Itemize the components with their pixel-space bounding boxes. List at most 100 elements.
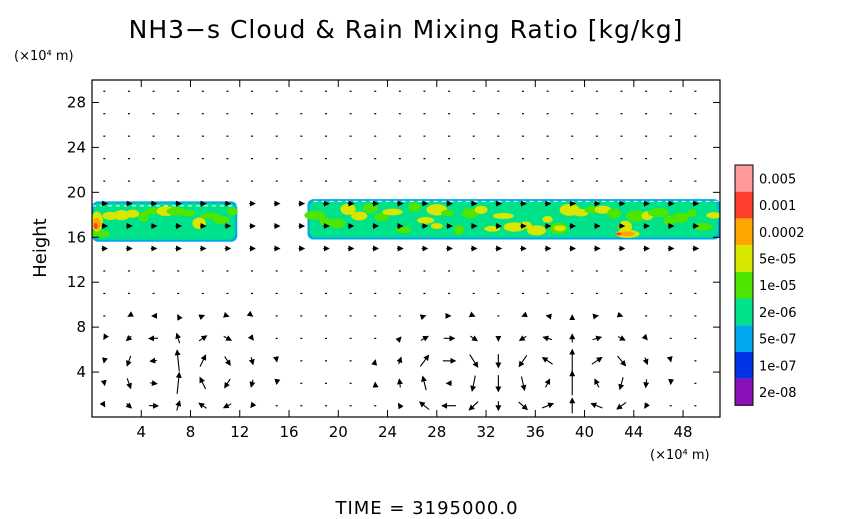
plot-frame (91, 79, 721, 418)
wind-vector (469, 354, 479, 368)
wind-vector (542, 335, 553, 342)
wind-vector (521, 311, 528, 318)
x-tick-label: 48 (674, 423, 693, 441)
wind-vector (419, 314, 427, 321)
wind-vector (520, 376, 527, 392)
wind-vector (641, 333, 648, 341)
colorbar-swatch (735, 378, 753, 406)
wind-vector (591, 356, 603, 365)
cloud-cell (213, 215, 230, 225)
wind-vector (150, 380, 158, 387)
wind-vector (175, 332, 182, 344)
cloud-cell (553, 225, 566, 232)
wind-vector (592, 335, 603, 342)
wind-vector (174, 349, 181, 372)
cloud-cell (441, 209, 455, 216)
wind-vector (175, 400, 182, 411)
cloud-cell (542, 216, 553, 223)
x-tick-label: 4 (136, 423, 146, 441)
colorbar-label: 1e-05 (759, 279, 797, 294)
wind-vector (396, 356, 403, 365)
cloud-cell (462, 208, 478, 219)
cloud-cell (573, 209, 589, 217)
cloud-cell (138, 211, 150, 222)
wind-vector (223, 335, 233, 341)
wind-vector (594, 378, 600, 388)
colorbar-label: 2e-08 (759, 386, 797, 401)
cloud-cell (227, 207, 238, 216)
wind-vector (468, 311, 476, 318)
y-tick-label: 16 (67, 228, 86, 246)
x-tick-label: 12 (230, 423, 249, 441)
wind-vector (99, 400, 106, 408)
y-tick-label: 4 (76, 363, 86, 381)
colorbar-swatch (735, 245, 753, 272)
wind-vector (249, 379, 256, 388)
cloud-cell (430, 223, 443, 230)
colorbar-frame (734, 164, 754, 406)
cloud-cell (351, 211, 368, 221)
wind-vector (125, 334, 133, 342)
x-tick-label: 8 (186, 423, 196, 441)
wind-vector (397, 402, 404, 410)
colorbar-swatch (735, 298, 753, 326)
wind-vector (100, 379, 107, 387)
colorbar-swatch (735, 351, 753, 379)
wind-vector (421, 375, 427, 391)
wind-vector (126, 378, 132, 390)
cloud-cell (626, 210, 647, 222)
colorbar-swatch (735, 165, 753, 192)
wind-vector (616, 402, 627, 410)
cloud-cell (328, 218, 346, 229)
x-tick-label: 16 (279, 423, 298, 441)
cloud-cell (616, 232, 623, 236)
cloud-cell (181, 209, 196, 217)
colorbar-swatch (735, 218, 753, 246)
wind-vector (223, 311, 230, 318)
cloud-cell (672, 212, 689, 224)
y-tick-label: 20 (67, 183, 86, 201)
wind-vector (544, 378, 551, 388)
wind-vector (420, 335, 429, 342)
colorbar-label: 1e-07 (759, 359, 797, 374)
wind-vector (643, 379, 650, 389)
cloud-cell (484, 225, 501, 232)
cloud-cell (408, 202, 421, 212)
wind-vector (149, 357, 157, 364)
wind-vector (103, 333, 109, 341)
cloud-cell (594, 205, 612, 214)
wind-vector (518, 335, 527, 341)
x-axis-ticks: 4 8 12 16 20 24 28 32 36 40 44 48 (136, 80, 693, 441)
cloud-cell (474, 205, 488, 214)
cloud-cell (304, 210, 326, 220)
colorbar-label: 0.001 (759, 199, 796, 214)
wind-vector (199, 376, 207, 390)
cloud-cell (113, 210, 130, 221)
cloud-cell (382, 208, 403, 216)
wind-vector (541, 356, 553, 365)
wind-vector (175, 371, 182, 394)
wind-vector (396, 378, 403, 388)
colorbar-label: 5e-05 (759, 252, 797, 267)
y-axis-label: Height (30, 218, 51, 278)
wind-vector (126, 355, 132, 367)
colorbar-label: 0.005 (759, 172, 796, 187)
x-tick-label: 24 (378, 423, 397, 441)
wind-vector (518, 354, 528, 368)
cloud-cell (492, 212, 514, 219)
y-tick-label: 28 (67, 93, 86, 111)
colorbar-label: 5e-07 (759, 333, 797, 348)
wind-vector (177, 314, 183, 321)
wind-vector (246, 310, 254, 317)
x-tick-label: 20 (329, 423, 348, 441)
colorbar-label: 0.0002 (759, 226, 805, 241)
y-tick-label: 24 (67, 138, 86, 156)
wind-vector (541, 402, 555, 409)
colorbar-swatch (735, 271, 753, 299)
y-axis-unit: (×10⁴ m) (14, 49, 74, 64)
cloud-cell (693, 222, 713, 231)
wind-vector (247, 334, 254, 341)
colorbar-swatch (735, 325, 753, 352)
wind-vector (198, 335, 208, 342)
wind-vector (419, 354, 430, 367)
